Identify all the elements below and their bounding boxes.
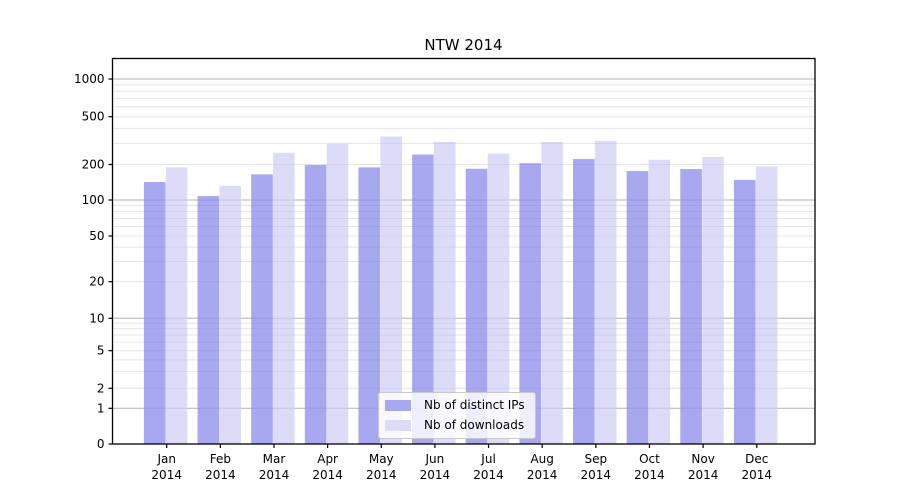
bar-nb-of-distinct-ips-jul bbox=[465, 168, 488, 444]
y-axis: 0 1 2 5 10 20 50 100 200 500 1000 bbox=[74, 72, 113, 451]
x-tick-label-year: 2014 bbox=[634, 468, 665, 482]
bars bbox=[143, 136, 778, 445]
y-tick-label: 1000 bbox=[74, 72, 105, 86]
legend-label: Nb of downloads bbox=[424, 418, 525, 432]
legend-swatch-downloads bbox=[385, 420, 411, 431]
y-tick-label: 50 bbox=[89, 229, 104, 243]
bar-nb-of-distinct-ips-feb bbox=[197, 196, 220, 444]
x-tick-label-year: 2014 bbox=[420, 468, 451, 482]
bar-nb-of-downloads-feb bbox=[219, 185, 242, 445]
x-tick-label-month: May bbox=[369, 452, 394, 466]
y-tick-label: 2 bbox=[97, 381, 105, 395]
x-tick-label-year: 2014 bbox=[688, 468, 719, 482]
y-tick-label: 0 bbox=[97, 437, 105, 451]
bar-nb-of-distinct-ips-jan bbox=[143, 182, 166, 444]
x-tick-label-month: Feb bbox=[210, 452, 231, 466]
y-tick-label: 20 bbox=[89, 275, 104, 289]
y-tick-label: 1 bbox=[97, 401, 105, 415]
bar-nb-of-downloads-may bbox=[380, 136, 402, 445]
x-tick-label-year: 2014 bbox=[151, 468, 182, 482]
legend-item: Nb of downloads bbox=[385, 418, 525, 433]
x-tick-label-year: 2014 bbox=[366, 468, 397, 482]
legend-label: Nb of distinct IPs bbox=[424, 398, 525, 412]
chart-title: NTW 2014 bbox=[424, 36, 503, 54]
bar-nb-of-downloads-nov bbox=[702, 156, 724, 445]
x-tick-label-month: Sep bbox=[585, 452, 608, 466]
bar-nb-of-distinct-ips-jun bbox=[412, 154, 434, 444]
bar-nb-of-downloads-apr bbox=[326, 143, 349, 445]
bar-nb-of-distinct-ips-aug bbox=[519, 163, 541, 445]
x-tick-label-year: 2014 bbox=[581, 468, 612, 482]
x-tick-label-month: Dec bbox=[745, 452, 768, 466]
x-tick-label-month: Mar bbox=[263, 452, 286, 466]
plot-border bbox=[111, 57, 816, 445]
bar-nb-of-distinct-ips-sep bbox=[573, 159, 595, 445]
y-tick-label: 10 bbox=[89, 311, 104, 325]
x-tick-label-year: 2014 bbox=[205, 468, 236, 482]
bar-nb-of-distinct-ips-apr bbox=[304, 165, 327, 444]
x-tick-label-year: 2014 bbox=[473, 468, 504, 482]
x-tick-label-month: Nov bbox=[691, 452, 714, 466]
x-tick-label-year: 2014 bbox=[527, 468, 558, 482]
bar-nb-of-downloads-oct bbox=[648, 159, 671, 444]
x-tick-label-month: Jul bbox=[480, 452, 495, 466]
bar-nb-of-downloads-dec bbox=[755, 166, 778, 444]
bar-nb-of-downloads-sep bbox=[594, 140, 617, 445]
x-tick-label-month: Oct bbox=[639, 452, 660, 466]
x-tick-label-month: Apr bbox=[317, 452, 338, 466]
bar-nb-of-downloads-aug bbox=[541, 141, 563, 444]
bar-nb-of-downloads-jun bbox=[434, 141, 456, 444]
bar-nb-of-distinct-ips-dec bbox=[733, 179, 756, 444]
x-tick-label-month: Aug bbox=[530, 452, 553, 466]
x-tick-label-year: 2014 bbox=[312, 468, 343, 482]
legend: Nb of distinct IPs Nb of downloads bbox=[378, 392, 536, 439]
x-tick-label-month: Jan bbox=[156, 452, 176, 466]
x-tick-label-year: 2014 bbox=[259, 468, 290, 482]
bar-nb-of-distinct-ips-oct bbox=[626, 171, 649, 445]
bar-nb-of-downloads-jul bbox=[487, 153, 510, 444]
x-tick-label-year: 2014 bbox=[741, 468, 772, 482]
y-tick-label: 500 bbox=[82, 110, 105, 124]
y-tick-label: 200 bbox=[82, 158, 105, 172]
x-axis: Jan 2014 Feb 2014 Mar 2014 Apr 2014 May 2014 Jun 20… bbox=[151, 444, 772, 482]
y-tick-label: 5 bbox=[97, 344, 105, 358]
bar-nb-of-distinct-ips-may bbox=[358, 167, 381, 445]
legend-swatch-distinct-ips bbox=[385, 400, 411, 411]
bar-nb-of-distinct-ips-nov bbox=[680, 169, 702, 444]
y-tick-label: 100 bbox=[82, 193, 105, 207]
bar-nb-of-downloads-jan bbox=[165, 167, 188, 445]
x-tick-label-month: Jun bbox=[425, 452, 445, 466]
bar-nb-of-downloads-mar bbox=[273, 152, 295, 444]
bar-nb-of-distinct-ips-mar bbox=[251, 174, 273, 444]
legend-item: Nb of distinct IPs bbox=[385, 398, 525, 413]
